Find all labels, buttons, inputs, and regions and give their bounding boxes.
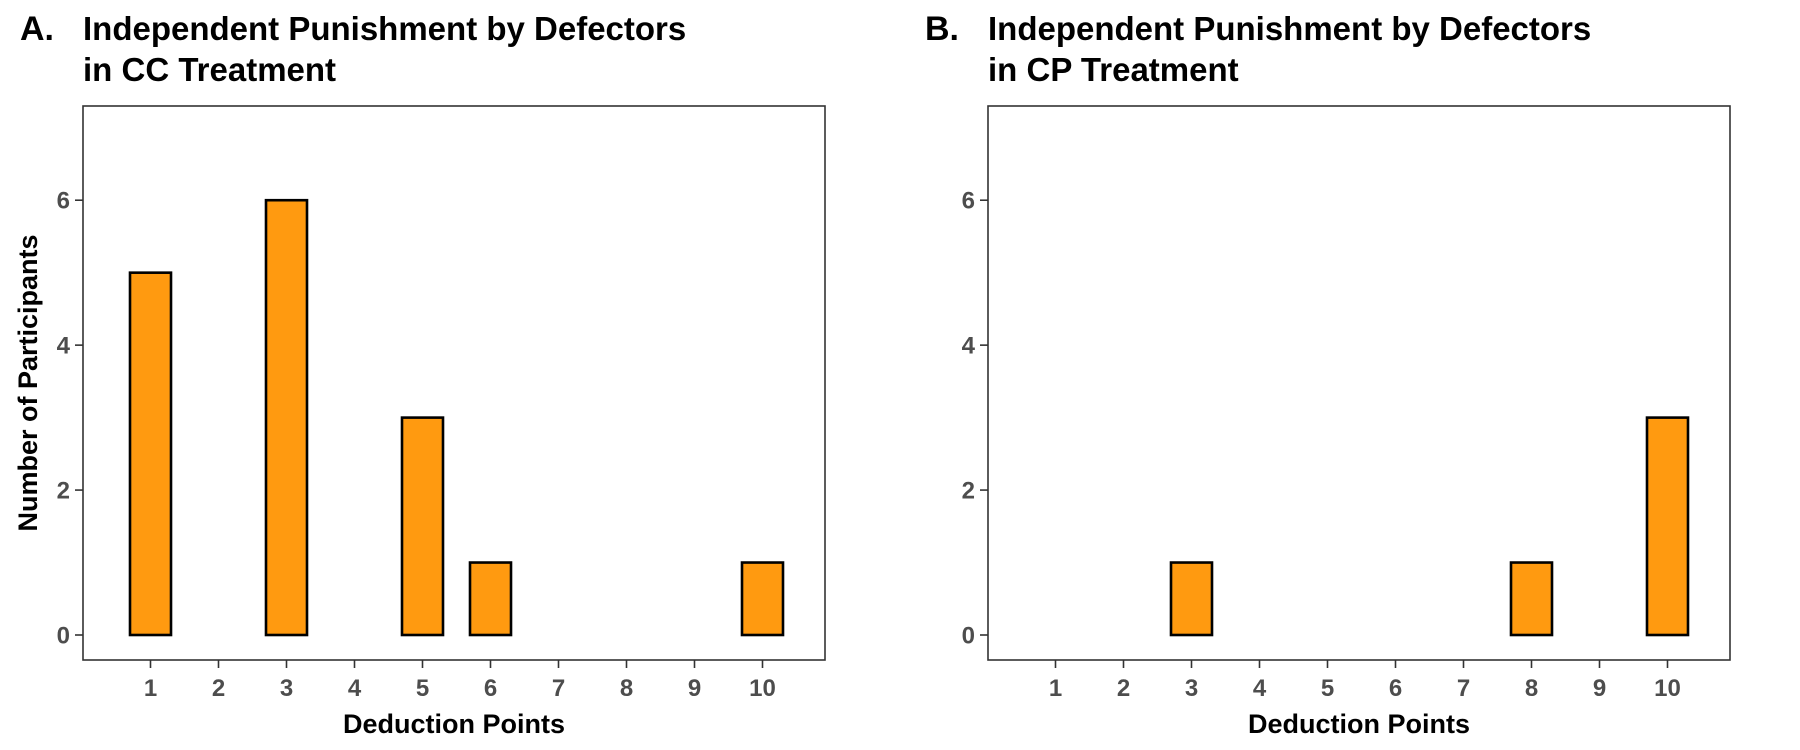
panel-a-y-tick-label-0: 0: [57, 623, 70, 650]
panel-b-y-tick-label-6: 6: [962, 188, 975, 215]
panel-b-y-tick-label-2: 2: [962, 478, 975, 505]
panel-b-bar-10: [1645, 416, 1690, 637]
panel-a-y-tick-label-6: 6: [57, 188, 70, 215]
panel-b-x-tick-label-10: 10: [1654, 675, 1681, 702]
panel-a-x-axis: 1 2 3 4 5 6 7 8 9 10: [144, 660, 776, 702]
panel-a-bars: [128, 198, 785, 637]
panel-b-y-axis: 0 2 4 6: [962, 188, 988, 650]
panel-b: B. Independent Punishment by Defectors i…: [925, 10, 1731, 739]
panel-a-bar-3: [264, 198, 309, 637]
panel-b-x-tick-label-3: 3: [1185, 675, 1198, 702]
panel-b-x-axis-title: Deduction Points: [1248, 709, 1470, 739]
panel-b-y-tick-label-4: 4: [962, 333, 976, 360]
panel-a-x-tick-label-8: 8: [620, 675, 633, 702]
panel-a-x-tick-label-7: 7: [552, 675, 565, 702]
panel-a-x-tick-label-6: 6: [484, 675, 497, 702]
panel-a-x-tick-label-1: 1: [144, 675, 157, 702]
panel-b-x-tick-label-2: 2: [1117, 675, 1130, 702]
panel-b-letter: B.: [925, 10, 959, 48]
panel-b-y-tick-label-0: 0: [962, 623, 975, 650]
panel-b-bar-3: [1169, 561, 1214, 637]
panel-b-bar-8: [1509, 561, 1554, 637]
panel-b-x-tick-label-8: 8: [1525, 675, 1538, 702]
panel-a-y-tick-label-2: 2: [57, 478, 70, 505]
panel-a-x-tick-label-10: 10: [749, 675, 776, 702]
panel-a-x-tick-label-5: 5: [416, 675, 429, 702]
panel-a-x-tick-label-3: 3: [280, 675, 293, 702]
panel-a-y-axis-title: Number of Participants: [13, 234, 43, 531]
panel-a-x-tick-label-9: 9: [688, 675, 701, 702]
panel-b-x-tick-label-7: 7: [1457, 675, 1470, 702]
panel-b-x-tick-label-9: 9: [1593, 675, 1606, 702]
panel-a-plot-frame: [82, 105, 826, 661]
panel-a-bar-1: [128, 271, 173, 637]
panel-a-bar-6: [468, 561, 513, 637]
panel-b-plot-frame: [987, 105, 1731, 661]
panel-b-title-line-2: in CP Treatment: [988, 51, 1239, 88]
panel-a-x-tick-label-2: 2: [212, 675, 225, 702]
panel-b-x-tick-label-5: 5: [1321, 675, 1334, 702]
panel-a-x-tick-label-4: 4: [348, 675, 362, 702]
panel-b-title-line-1: Independent Punishment by Defectors: [988, 10, 1591, 47]
panel-a-title-line-2: in CC Treatment: [83, 51, 336, 88]
panel-a-bar-5: [400, 416, 445, 637]
panel-a-y-axis: 0 2 4 6: [57, 188, 83, 650]
panel-b-x-tick-label-1: 1: [1049, 675, 1062, 702]
panel-b-x-tick-label-4: 4: [1253, 675, 1267, 702]
panel-a-title-line-1: Independent Punishment by Defectors: [83, 10, 686, 47]
panel-a-y-tick-label-4: 4: [57, 333, 71, 360]
panel-a: A. Independent Punishment by Defectors i…: [13, 10, 826, 739]
panel-a-letter: A.: [20, 10, 54, 48]
panel-b-x-axis: 1 2 3 4 5 6 7 8 9 10: [1049, 660, 1681, 702]
panel-a-x-axis-title: Deduction Points: [343, 709, 565, 739]
panel-b-x-tick-label-6: 6: [1389, 675, 1402, 702]
panel-b-bars: [1169, 416, 1690, 637]
panel-a-bar-10: [740, 561, 785, 637]
